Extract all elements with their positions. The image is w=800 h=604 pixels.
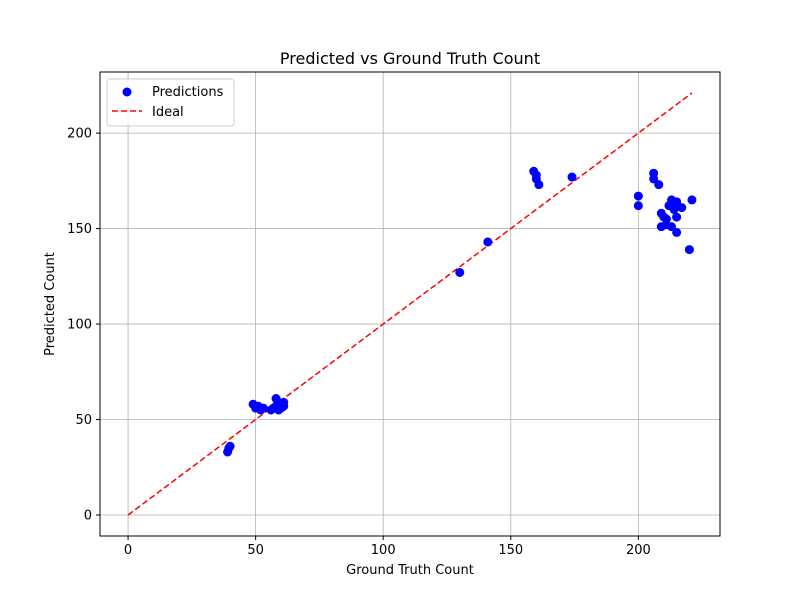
legend: Predictions Ideal	[106, 78, 235, 127]
prediction-point	[684, 245, 694, 255]
x-tick-label: 50	[247, 543, 264, 558]
prediction-point	[654, 180, 664, 190]
prediction-points-layer	[223, 166, 697, 457]
prediction-point	[258, 403, 268, 413]
y-tick-label: 50	[75, 413, 92, 428]
prediction-point	[677, 203, 687, 213]
prediction-point	[669, 204, 679, 214]
y-tick-label: 200	[67, 127, 92, 142]
prediction-point	[687, 195, 697, 205]
prediction-point	[279, 397, 289, 407]
prediction-point	[672, 212, 682, 222]
legend-label-ideal: Ideal	[152, 105, 184, 120]
prediction-point	[225, 441, 235, 451]
y-tick-label: 150	[67, 222, 92, 237]
grid	[100, 72, 720, 536]
ideal-line	[127, 92, 693, 516]
chart-title: Predicted vs Ground Truth Count	[280, 49, 540, 68]
plot-frame	[99, 71, 721, 537]
legend-label-predictions: Predictions	[152, 85, 224, 100]
x-tick-label: 100	[371, 543, 396, 558]
axis-ticks: 0 50 100 150 200 0 50 100 150 200	[67, 127, 651, 558]
x-tick-label: 200	[626, 543, 651, 558]
prediction-point	[483, 237, 493, 247]
x-tick-label: 0	[124, 543, 132, 558]
prediction-point	[672, 227, 682, 237]
prediction-point	[633, 201, 643, 211]
prediction-point	[633, 191, 643, 201]
legend-marker-predictions	[122, 87, 132, 97]
x-axis-label: Ground Truth Count	[346, 563, 474, 578]
prediction-point	[567, 172, 577, 182]
prediction-point	[534, 180, 544, 190]
y-tick-label: 100	[67, 318, 92, 333]
y-tick-label: 0	[84, 508, 92, 523]
legend-box	[106, 78, 235, 127]
prediction-point	[455, 267, 465, 277]
ideal-line-layer	[127, 92, 693, 516]
x-tick-label: 150	[498, 543, 523, 558]
y-axis-label: Predicted Count	[43, 252, 58, 356]
